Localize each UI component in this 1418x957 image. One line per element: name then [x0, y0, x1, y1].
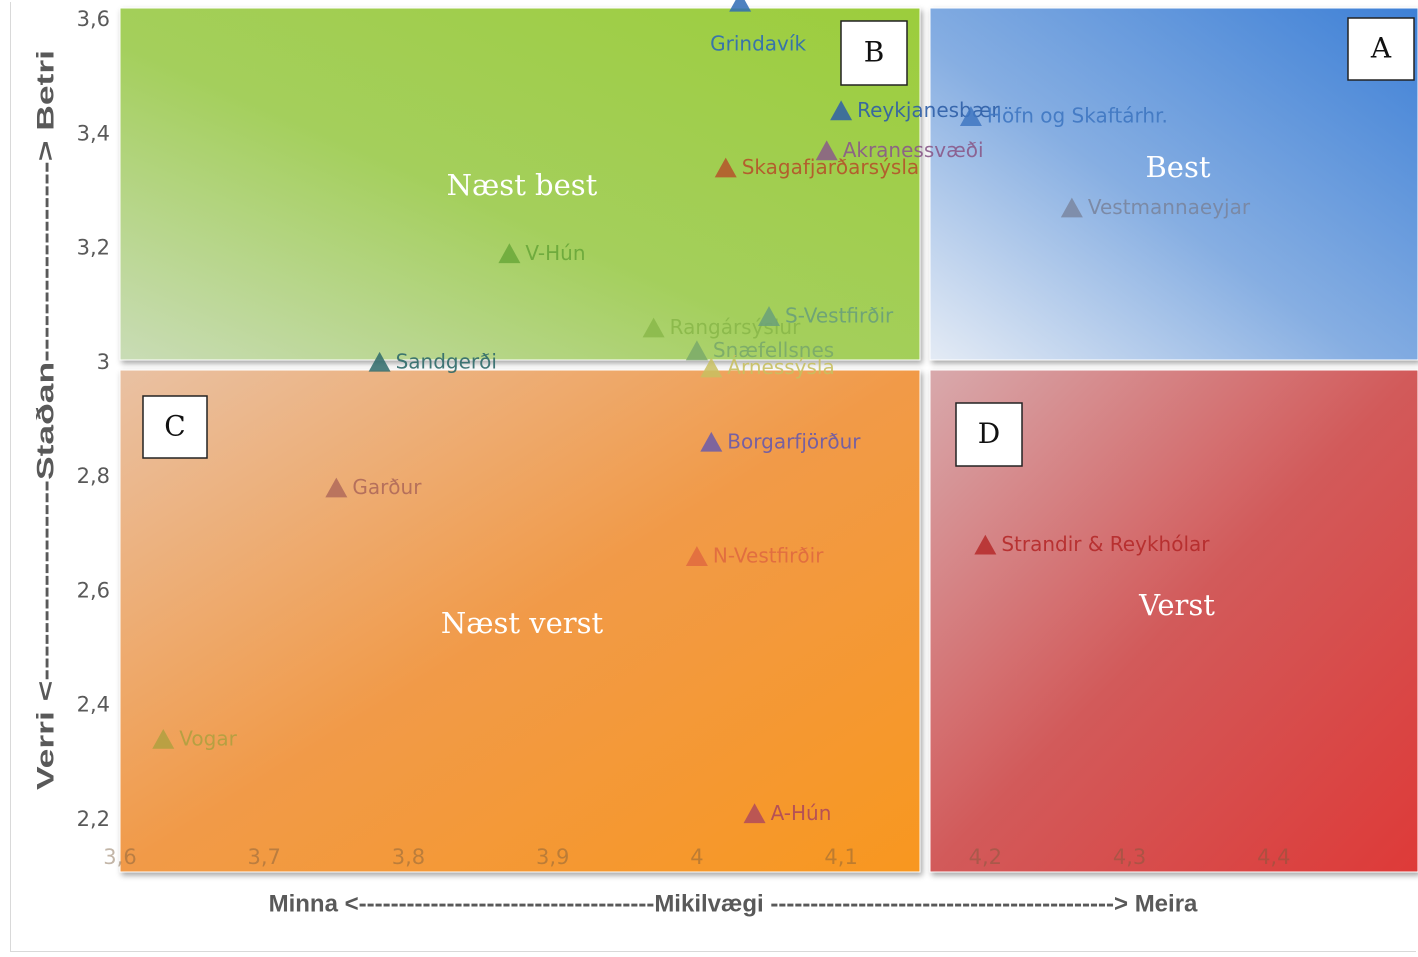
- quadrant-letter-box: [955, 402, 1023, 467]
- data-point-label: Höfn og Skaftárhr.: [987, 104, 1168, 128]
- data-point-label: Akranessvæði: [843, 138, 984, 162]
- quadrant-label-best: Best: [1145, 150, 1210, 184]
- y-tick-label: 2,4: [77, 693, 110, 717]
- data-point-marker: [1060, 197, 1083, 218]
- data-point-marker: [685, 340, 708, 361]
- data-point-marker: [498, 243, 521, 264]
- data-point-marker: [758, 306, 780, 326]
- data-point-label: Vestmannaeyjar: [1088, 195, 1251, 219]
- quadrant-letter: C: [164, 410, 185, 443]
- x-tick-label: 4,3: [1113, 845, 1146, 869]
- x-tick-label: 4,4: [1257, 845, 1290, 869]
- data-point-label: Borgarfjörður: [727, 429, 861, 453]
- quadrant-letter: D: [978, 417, 1000, 450]
- x-tick-label: 3,8: [392, 845, 425, 869]
- data-point-label: Garður: [352, 475, 422, 499]
- data-point-marker: [685, 546, 708, 566]
- data-point-marker: [700, 431, 723, 452]
- data-point-label: Snæfellsnes: [713, 338, 834, 362]
- quadrant-letter-box: [142, 395, 208, 459]
- data-point-label: A-Hún: [771, 801, 832, 825]
- data-point-marker: [743, 803, 766, 824]
- y-axis-title: Verri <-----------------Staðan----------…: [32, 50, 59, 790]
- data-point-marker: [642, 317, 665, 338]
- data-point-label: Vogar: [179, 727, 237, 751]
- quadrant-label-naest-verst: Næst verst: [441, 606, 604, 640]
- quadrant-letter: B: [864, 36, 885, 69]
- data-point-label: Rangársýslur: [670, 315, 801, 339]
- y-tick-label: 3,6: [77, 7, 110, 31]
- data-point-marker: [974, 534, 997, 555]
- data-point-marker: [325, 477, 348, 498]
- y-tick-label: 3,4: [77, 121, 110, 145]
- y-tick-label: 2,6: [77, 578, 110, 602]
- x-tick-label: 4: [690, 845, 703, 869]
- x-tick-label: 4,1: [824, 845, 857, 869]
- x-tick-label: 3,7: [248, 845, 281, 869]
- quadrant-letter-box: [1347, 17, 1415, 81]
- data-point-marker: [830, 100, 853, 121]
- data-point-label: Árnessýsla: [727, 355, 834, 379]
- quadrant-a-panel: [929, 7, 1418, 361]
- data-point-label: Skagafjarðarsýsla: [742, 155, 919, 179]
- data-point-label: N-Vestfirðir: [713, 544, 824, 568]
- data-point-label: S-Vestfirðir: [785, 304, 894, 328]
- x-axis-title: Minna <---------------------------------…: [269, 890, 1198, 917]
- quadrant-label-naest-best: Næst best: [447, 168, 598, 202]
- data-point-marker: [700, 357, 723, 378]
- quadrant-b-panel: [119, 7, 921, 361]
- quadrant-c-panel: [119, 369, 921, 873]
- data-point-label: Strandir & Reykhólar: [1001, 532, 1210, 556]
- data-point-marker: [815, 140, 838, 161]
- y-tick-label: 3: [97, 350, 110, 374]
- x-tick-label: 4,2: [969, 845, 1002, 869]
- data-point-label: Sandgerði: [396, 349, 497, 373]
- y-tick-label: 2,8: [77, 464, 110, 488]
- data-point-label: Grindavík: [710, 32, 806, 56]
- y-tick-label: 3,2: [77, 236, 110, 260]
- quadrant-label-verst: Verst: [1138, 588, 1215, 622]
- quadrant-letter-box: [840, 20, 908, 86]
- data-point-marker: [959, 106, 982, 126]
- data-point-label: V-Hún: [525, 241, 585, 265]
- data-point-label: Reykjanesbær: [857, 98, 1000, 122]
- y-tick-label: 2,2: [77, 807, 110, 831]
- data-point-marker: [729, 0, 752, 12]
- data-point-marker: [368, 351, 391, 372]
- data-point-marker: [714, 157, 737, 178]
- data-point-marker: [152, 729, 175, 749]
- x-tick-label: 3,9: [536, 845, 569, 869]
- quadrant-letter: A: [1370, 32, 1392, 65]
- x-tick-label: 3,6: [103, 845, 136, 869]
